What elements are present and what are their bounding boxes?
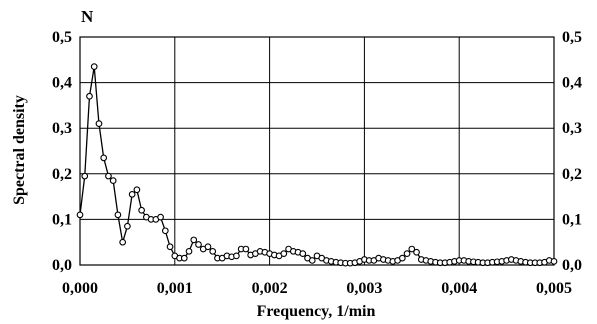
data-point [133, 186, 141, 194]
data-point [408, 245, 416, 253]
data-point [86, 92, 93, 100]
y-tick-label-right-5: 0,5 [562, 29, 582, 46]
x-tick-label-4: 0,004 [441, 280, 477, 297]
x-tick-label-0: 0,000 [62, 280, 98, 297]
data-point [403, 250, 411, 257]
data-point [105, 172, 112, 180]
data-series [76, 63, 558, 267]
data-point [157, 213, 164, 221]
y-axis-label: Spectral density [11, 95, 28, 205]
data-point [114, 211, 122, 219]
data-point [185, 247, 193, 255]
data-point [550, 258, 558, 265]
data-point [95, 120, 103, 127]
data-point [166, 243, 174, 251]
data-point [242, 245, 250, 253]
x-tick-label-5: 0,005 [536, 280, 572, 297]
data-point [299, 250, 307, 257]
x-tick-label-3: 0,003 [346, 280, 382, 297]
data-point [190, 236, 198, 244]
y-tick-label-right-1: 0,1 [562, 211, 582, 228]
x-axis-label: Frequency, 1/min [257, 303, 376, 320]
x-tick-label-1: 0,001 [157, 280, 193, 297]
data-point [138, 206, 145, 214]
y-tick-label-left-2: 0,2 [52, 166, 72, 183]
data-point [76, 211, 84, 219]
x-tick-labels: 0,000 0,001 0,002 0,003 0,004 0,005 [62, 280, 572, 297]
data-point [81, 172, 89, 180]
y-tick-label-left-1: 0,1 [52, 211, 72, 228]
data-point [204, 243, 212, 251]
panel-label: N [81, 7, 94, 26]
data-point [195, 241, 202, 248]
data-point [398, 254, 406, 262]
data-point [180, 254, 188, 262]
y-tick-label-right-3: 0,3 [562, 120, 582, 137]
data-point [128, 190, 136, 198]
data-point [308, 257, 316, 264]
data-point [109, 177, 117, 184]
data-point [124, 222, 131, 230]
data-point [161, 227, 169, 235]
x-tick-label-2: 0,002 [252, 280, 288, 297]
y-tick-label-right-0: 0,0 [562, 257, 582, 274]
data-point [233, 252, 240, 260]
data-point [119, 238, 127, 246]
y-tick-label-left-5: 0,5 [52, 29, 72, 46]
y-tick-label-left-4: 0,4 [52, 75, 72, 92]
y-tick-label-left-0: 0,0 [52, 257, 72, 274]
plot-frame [79, 36, 555, 266]
data-point [280, 250, 288, 257]
y-tick-label-right-2: 0,2 [562, 166, 582, 183]
y-tick-labels-right: 0,0 0,1 0,2 0,3 0,4 0,5 [562, 29, 582, 274]
grid-lines [79, 36, 555, 266]
data-point [100, 154, 108, 162]
series-line-0 [79, 66, 555, 264]
y-tick-label-right-4: 0,4 [562, 75, 582, 92]
y-tick-label-left-3: 0,3 [52, 120, 72, 137]
data-point [209, 247, 217, 255]
y-tick-labels-left: 0,0 0,1 0,2 0,3 0,4 0,5 [52, 29, 72, 274]
data-point [413, 248, 420, 256]
data-point [90, 63, 98, 70]
